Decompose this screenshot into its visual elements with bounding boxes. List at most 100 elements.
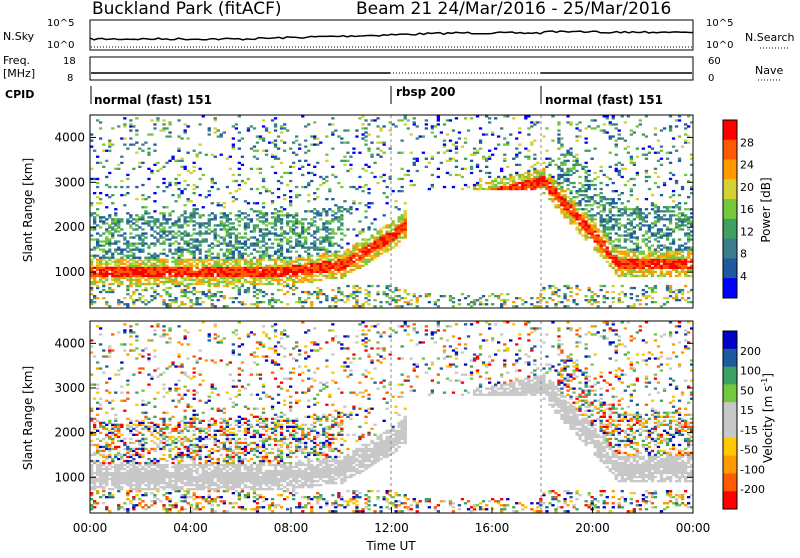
power-cell (612, 214, 615, 216)
power-cell (205, 251, 208, 253)
power-cell (588, 230, 591, 232)
power-cell (449, 299, 452, 301)
power-cell (244, 275, 247, 277)
power-cell (554, 303, 557, 305)
power-cell (346, 297, 349, 299)
power-cell (491, 184, 494, 186)
power-cell (563, 154, 566, 156)
power-cell (494, 148, 497, 150)
velocity-cell (93, 472, 96, 474)
power-cell (126, 265, 129, 267)
power-cell (645, 214, 648, 216)
power-cell (313, 265, 316, 267)
power-cell (301, 243, 304, 245)
power-cell (217, 253, 220, 255)
power-cell (648, 230, 651, 232)
power-cell (660, 218, 663, 220)
power-cell (256, 305, 259, 307)
power-cell (684, 216, 687, 218)
power-cell (325, 154, 328, 156)
power-cell (262, 267, 265, 269)
power-cell (141, 214, 144, 216)
power-cell (578, 289, 581, 291)
power-cell (542, 192, 545, 194)
power-cell (129, 129, 132, 131)
power-cell (383, 152, 386, 154)
velocity-cell (105, 480, 108, 482)
power-cell (120, 277, 123, 279)
power-cell (280, 271, 283, 273)
power-cell (325, 176, 328, 178)
power-cell (669, 152, 672, 154)
velocity-cell (102, 422, 105, 424)
power-cell (512, 182, 515, 184)
power-cell (648, 271, 651, 273)
power-cell (563, 174, 566, 176)
power-cell (563, 305, 566, 307)
power-cell (639, 123, 642, 125)
power-cell (196, 232, 199, 234)
power-cell (123, 297, 126, 299)
power-cell (123, 232, 126, 234)
power-cell (232, 148, 235, 150)
power-cell (343, 129, 346, 131)
power-cell (162, 218, 165, 220)
power-cell (271, 192, 274, 194)
velocity-cell (111, 488, 114, 490)
power-cell (569, 214, 572, 216)
power-cell (530, 166, 533, 168)
power-cell (672, 261, 675, 263)
power-cell (177, 271, 180, 273)
velocity-cell (108, 349, 111, 351)
power-cell (153, 265, 156, 267)
power-cell (199, 222, 202, 224)
power-cell (349, 263, 352, 265)
power-cell (283, 261, 286, 263)
power-cell (153, 224, 156, 226)
power-cell (383, 214, 386, 216)
power-cell (639, 216, 642, 218)
power-cell (597, 236, 600, 238)
power-cell (304, 247, 307, 249)
power-cell (512, 158, 515, 160)
power-cell (193, 253, 196, 255)
power-cell (102, 285, 105, 287)
power-cell (184, 277, 187, 279)
power-cell (624, 210, 627, 212)
power-cell (235, 247, 238, 249)
power-cell (609, 210, 612, 212)
power-cell (331, 220, 334, 222)
power-cell (603, 232, 606, 234)
power-cell (190, 301, 193, 303)
power-cell (578, 121, 581, 123)
power-cell (168, 160, 171, 162)
power-cell (286, 249, 289, 251)
power-cell (102, 222, 105, 224)
power-cell (108, 269, 111, 271)
power-cell (238, 281, 241, 283)
power-cell (557, 133, 560, 135)
power-cell (316, 265, 319, 267)
power-cell (298, 263, 301, 265)
power-cell (672, 146, 675, 148)
power-cell (199, 168, 202, 170)
power-cell (373, 162, 376, 164)
power-cell (597, 247, 600, 249)
power-cell (244, 228, 247, 230)
power-cell (268, 269, 271, 271)
nsky-tick-bottom: 10^0 (47, 40, 74, 51)
velocity-cell (108, 351, 111, 353)
power-cell (159, 281, 162, 283)
power-cell (621, 251, 624, 253)
power-cell (506, 166, 509, 168)
power-cell (250, 236, 253, 238)
power-cell (575, 202, 578, 204)
power-cell (663, 127, 666, 129)
power-cell (654, 127, 657, 129)
power-cell (361, 168, 364, 170)
velocity-cell (111, 333, 114, 335)
power-cell (322, 275, 325, 277)
power-cell (364, 204, 367, 206)
power-cell (563, 160, 566, 162)
power-cell (180, 236, 183, 238)
